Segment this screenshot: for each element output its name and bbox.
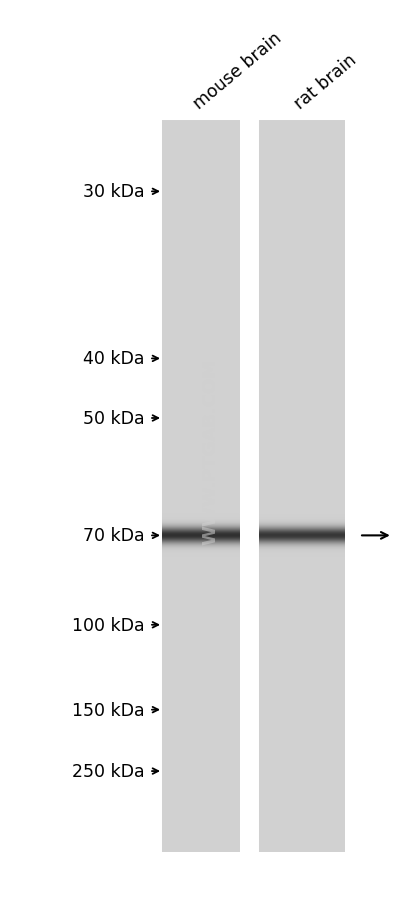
Text: 30 kDa: 30 kDa: [83, 183, 145, 201]
Text: 70 kDa: 70 kDa: [83, 527, 145, 545]
Text: WWW.PTGAB.COM: WWW.PTGAB.COM: [201, 358, 219, 544]
Text: 50 kDa: 50 kDa: [83, 410, 145, 428]
Text: rat brain: rat brain: [291, 51, 360, 113]
Text: 150 kDa: 150 kDa: [72, 701, 145, 719]
Text: 250 kDa: 250 kDa: [72, 762, 145, 780]
Text: 100 kDa: 100 kDa: [72, 616, 145, 634]
Text: mouse brain: mouse brain: [190, 29, 285, 113]
Text: 40 kDa: 40 kDa: [84, 350, 145, 368]
